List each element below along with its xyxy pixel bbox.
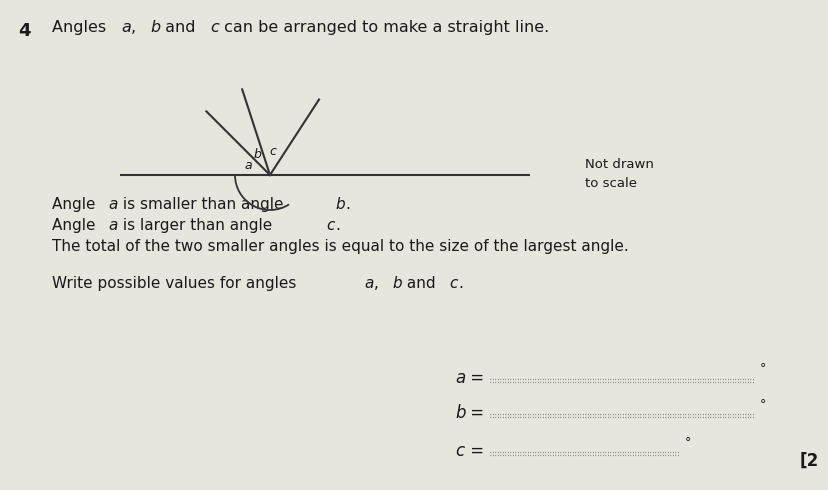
Text: ,: ,	[373, 276, 383, 291]
Text: Angle: Angle	[52, 218, 100, 233]
Text: =: =	[465, 404, 484, 422]
Text: is smaller than angle: is smaller than angle	[118, 197, 288, 212]
Text: =: =	[465, 442, 484, 460]
Text: and: and	[160, 20, 200, 35]
Text: c: c	[326, 218, 335, 233]
Text: c: c	[269, 145, 277, 158]
Text: c: c	[449, 276, 457, 291]
Text: =: =	[465, 369, 484, 387]
Text: is larger than angle: is larger than angle	[118, 218, 277, 233]
Text: b: b	[455, 404, 465, 422]
Text: °: °	[759, 398, 765, 411]
Text: .: .	[458, 276, 463, 291]
Text: a: a	[455, 369, 465, 387]
Text: 4: 4	[18, 22, 31, 40]
Text: and: and	[402, 276, 440, 291]
Text: .: .	[344, 197, 349, 212]
Text: a: a	[108, 197, 118, 212]
Text: a: a	[121, 20, 131, 35]
Text: c: c	[209, 20, 219, 35]
Text: °: °	[759, 362, 765, 375]
Text: a: a	[108, 218, 118, 233]
Text: b: b	[392, 276, 402, 291]
Text: c: c	[455, 442, 464, 460]
Text: b: b	[253, 148, 261, 161]
Text: Angles: Angles	[52, 20, 111, 35]
Text: [2: [2	[799, 452, 818, 470]
Text: .: .	[335, 218, 340, 233]
Text: b: b	[151, 20, 161, 35]
Text: a: a	[364, 276, 373, 291]
Text: Not drawn
to scale: Not drawn to scale	[585, 158, 653, 190]
Text: Write possible values for angles: Write possible values for angles	[52, 276, 301, 291]
Text: b: b	[335, 197, 345, 212]
Text: °: °	[684, 436, 691, 449]
Text: a: a	[243, 159, 252, 172]
Text: The total of the two smaller angles is equal to the size of the largest angle.: The total of the two smaller angles is e…	[52, 239, 628, 254]
Text: can be arranged to make a straight line.: can be arranged to make a straight line.	[219, 20, 549, 35]
Text: Angle: Angle	[52, 197, 100, 212]
Text: ,: ,	[131, 20, 141, 35]
